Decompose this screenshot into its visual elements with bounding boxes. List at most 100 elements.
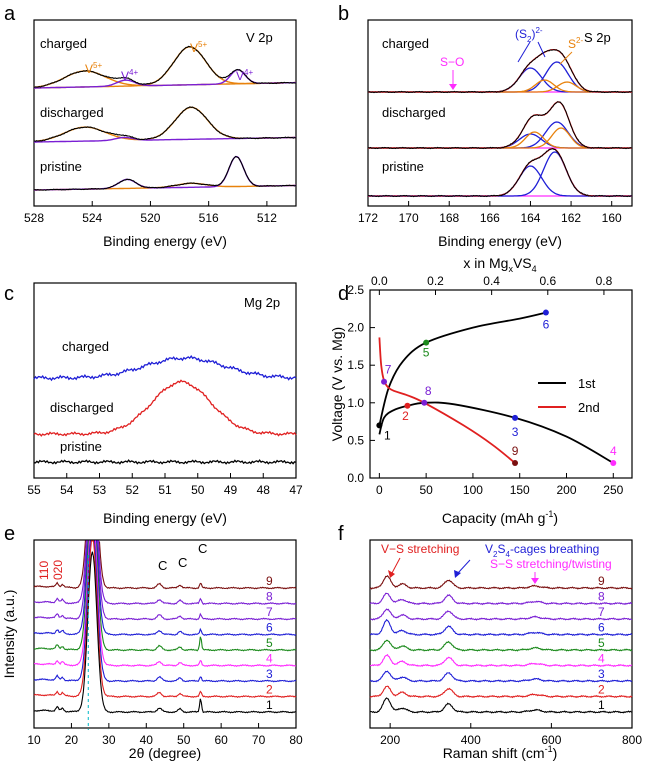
panel-e-series-label-5: 5 [266,636,273,650]
panel-e-series-label-6: 6 [266,621,273,635]
panel-b-charged-data [367,49,633,94]
panel-d-point-label-2: 2 [402,409,409,423]
panel-label-d: d [338,283,349,305]
panel-d-x-tick-label: 200 [556,483,576,497]
panel-a-x-tick-label: 528 [24,211,44,225]
panel-c-curves [33,354,297,465]
panel-b-charged-fit-s2-dimer [368,61,632,93]
panel-c-label-discharged: discharged [50,400,114,415]
panel-a-curves [33,45,297,191]
legend-1st-label: 1st [578,376,596,391]
panel-e-x-tick-label: 50 [177,733,191,747]
panel-a-annot-v4-left: V4+ [121,68,138,83]
panel-e-series-label-7: 7 [266,605,273,619]
panel-b-x-tick-label: 164 [520,211,540,225]
panel-e-curves [33,540,297,730]
panel-e-annot-110: 110 [37,561,51,580]
panel-b-label-discharged: discharged [382,105,446,120]
panel-f-spectrum-2 [369,685,633,699]
panel-e-pattern-5 [33,540,297,652]
panel-d-top-tick-label: 0.2 [427,274,444,288]
panel-d-top-xlabel: x in MgxVS4 [463,255,536,274]
panel-d-y-tick-label: 0.0 [347,471,364,485]
panel-f-x-tick-label: 800 [622,733,642,747]
panel-d-top-tick-label: 0.4 [483,274,500,288]
panel-f-chart: 200 400 600 800 9 87 65 43 21 V−S stretching V2… [369,539,642,761]
panel-e-x-tick-label: 40 [140,733,154,747]
panel-a-label-pristine: pristine [40,159,82,174]
panel-c-x-tick-label: 54 [60,483,74,497]
panel-d-ticks: 0 50 100 150 200 250 0.0 0.5 1.0 1.5 2.0 2.5 0.0 0.2 0… [347,274,623,497]
panel-d-marked-points: 12 3 4 5 6 7 8 9 [376,309,617,466]
panel-e-series-label-9: 9 [266,574,273,588]
panel-e-x-tick-label: 70 [252,733,266,747]
panel-f-spectrum-3 [369,670,633,683]
panel-e-pattern-1 [34,551,297,714]
panel-b-discharged-fit-s2-mono [368,127,632,149]
panel-c-charged-curve [33,354,297,382]
panel-e-annot-c3: C [198,541,207,556]
panel-d-legend: 1st 2nd [538,376,600,415]
panel-f-annot-ss-arrowhead [531,578,539,584]
panel-b-label-charged: charged [382,36,429,51]
panel-f-x-tick-label: 400 [461,733,481,747]
panel-a-annot-v5-right: V5+ [190,40,207,55]
panel-d-y-tick-label: 0.5 [347,433,364,447]
panel-b-curves [367,48,633,198]
panel-a-title: V 2p [246,30,273,45]
panel-d-xlabel: Capacity (mAh g-1) [442,509,558,526]
panel-b-annot-s2-mono-pointer [559,51,573,65]
panel-b-annot-s2-pointer-1 [517,41,531,63]
panel-label-e: e [4,523,15,545]
panel-c-x-tick-label: 49 [224,483,238,497]
panel-d-frame [369,289,633,479]
panel-d-x-tick-label: 150 [510,483,530,497]
panel-f-series-label-4: 4 [598,652,605,666]
panel-d-point-5 [423,339,430,346]
panel-f-series-label-5: 5 [598,636,605,650]
panel-d-point-8 [421,399,428,406]
panel-f-annot-vs: V−S stretching [381,542,459,556]
panel-a-annot-v5-left: V5+ [85,61,102,76]
panel-a-label-discharged: discharged [40,105,104,120]
panel-f-series-label-7: 7 [598,605,605,619]
panel-d-ylabel: Voltage (V vs. Mg) [329,327,345,441]
panel-c-title: Mg 2p [244,295,280,310]
panel-b-charged-fit-s2-dimer [368,67,632,93]
panel-d-top-tick-label: 0.6 [539,274,556,288]
legend-2nd-label: 2nd [578,400,600,415]
panel-d-chart: 0 50 100 150 200 250 0.0 0.5 1.0 1.5 2.0 2.5 0.0 0.2 0… [329,255,633,526]
panel-c-x-tick-label: 47 [289,483,303,497]
panel-f-x-tick-label: 600 [541,733,561,747]
panel-e-x-tick-label: 60 [214,733,228,747]
panel-f-x-tick-label: 200 [380,733,400,747]
panel-c-x-tick-label: 55 [27,483,41,497]
panel-a-charged-data [33,45,297,88]
panel-d-point-label-6: 6 [543,318,550,332]
panel-e-pattern-9 [33,540,297,590]
panel-d-point-4 [610,459,617,466]
panel-a-x-tick-label: 520 [140,211,160,225]
panel-f-annot-vs-arrowhead [388,570,395,578]
panel-e-x-tick-label: 30 [102,733,116,747]
panel-b-annot-so: S−O [440,55,464,69]
panel-e-annot-c1: C [158,558,167,573]
panel-a-x-tick-label: 516 [199,211,219,225]
panel-d-point-label-5: 5 [423,346,430,360]
panel-c-x-tick-label: 52 [126,483,140,497]
panel-b-x-tick-label: 172 [358,211,378,225]
panel-f-series-label-2: 2 [598,683,605,697]
panel-d-point-label-9: 9 [512,444,519,458]
panel-f-spectrum-1 [369,697,633,714]
panel-d-y-tick-label: 1.5 [347,358,364,372]
panel-b-discharged-data [367,101,633,150]
panel-c-label-pristine: pristine [60,439,102,454]
panel-d-point-label-4: 4 [610,444,617,458]
panel-e-pattern-7 [33,540,297,621]
panel-d-point-label-1: 1 [384,428,391,442]
panel-f-series-label-3: 3 [598,667,605,681]
panel-b-charged-fit-s2-mono [368,81,632,93]
panel-d-point-7 [381,378,388,385]
panel-b-annot-s2-dimer: (S2)2- [515,26,543,44]
panel-b-discharged-fit-s2-dimer [368,121,632,149]
